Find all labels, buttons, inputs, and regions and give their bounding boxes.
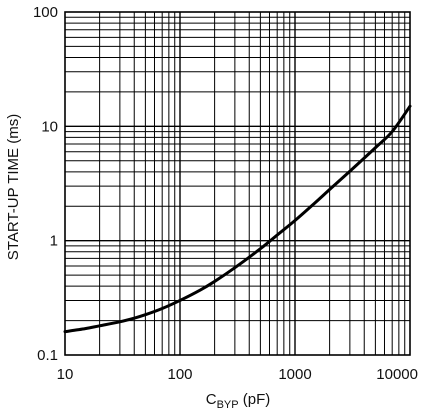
x-axis-title: CBYP (pF): [206, 391, 271, 411]
series-line: [63, 104, 412, 334]
y-tick-label: 100: [33, 4, 58, 21]
x-axis-title-main: C: [206, 391, 217, 408]
y-tick-label: 10: [41, 118, 58, 135]
grid: [65, 12, 410, 355]
y-axis-title: START-UP TIME (ms): [5, 114, 22, 260]
plot-frame: [64, 11, 411, 356]
y-tick-labels: 0.1 1 10 100: [33, 4, 58, 364]
x-tick-label: 10: [57, 366, 74, 383]
y-tick-label: 0.1: [37, 347, 58, 364]
x-tick-labels: 10 100 1000 10000: [57, 366, 418, 383]
x-tick-label: 1000: [278, 366, 311, 383]
y-tick-label: 1: [50, 233, 58, 250]
x-axis-title-subscript: BYP: [217, 399, 239, 411]
x-tick-label: 100: [167, 366, 192, 383]
x-tick-label: 10000: [376, 366, 418, 383]
x-axis-title-unit: (pF): [239, 391, 271, 408]
